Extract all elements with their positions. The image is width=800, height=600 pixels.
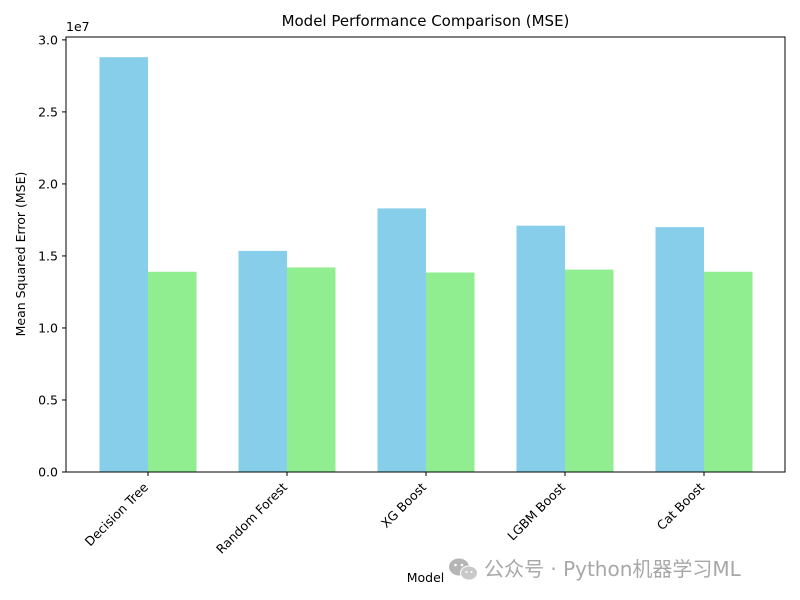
x-tick-label: Decision Tree	[82, 479, 152, 549]
x-tick-label: XG Boost	[378, 479, 429, 530]
watermark: 公众号 · Python机器学习ML	[449, 557, 742, 581]
bar-blue-random-forest	[238, 250, 287, 472]
x-ticks-group: Decision Tree Random Forest XG Boost LGBM B…	[82, 472, 707, 557]
bar-blue-cat-boost	[655, 227, 704, 472]
x-axis-label: Model	[407, 570, 445, 585]
watermark-text: 公众号 · Python机器学习ML	[484, 557, 742, 581]
x-tick-label: LGBM Boost	[504, 479, 568, 543]
bar-blue-decision-tree	[99, 57, 148, 473]
y-tick-label: 2.0	[38, 176, 58, 191]
bars-group	[99, 57, 753, 473]
bar-green-random-forest	[287, 267, 336, 472]
y-tick-label: 1.0	[38, 320, 58, 335]
y-axis-label: Mean Squared Error (MSE)	[13, 172, 28, 337]
bar-blue-lgbm-boost	[516, 225, 565, 472]
y-offset-label: 1e7	[66, 19, 90, 34]
y-tick-label: 0.0	[38, 465, 58, 480]
plot-frame	[65, 36, 786, 473]
chart-title: Model Performance Comparison (MSE)	[282, 12, 570, 30]
bar-green-xg-boost	[426, 272, 475, 472]
y-tick-label: 2.5	[38, 104, 58, 119]
bar-green-decision-tree	[148, 271, 197, 472]
bar-green-lgbm-boost	[565, 269, 614, 472]
y-tick-label: 3.0	[38, 32, 58, 47]
y-tick-label: 1.5	[38, 248, 58, 263]
y-ticks-group: 0.0 0.5 1.0 1.5 2.0 2.5 3.0	[38, 32, 66, 480]
bar-blue-xg-boost	[377, 208, 426, 472]
wechat-icon	[449, 558, 478, 581]
bar-green-cat-boost	[704, 271, 753, 472]
y-tick-label: 0.5	[38, 392, 58, 407]
x-tick-label: Random Forest	[213, 479, 290, 556]
x-tick-label: Cat Boost	[654, 479, 707, 532]
